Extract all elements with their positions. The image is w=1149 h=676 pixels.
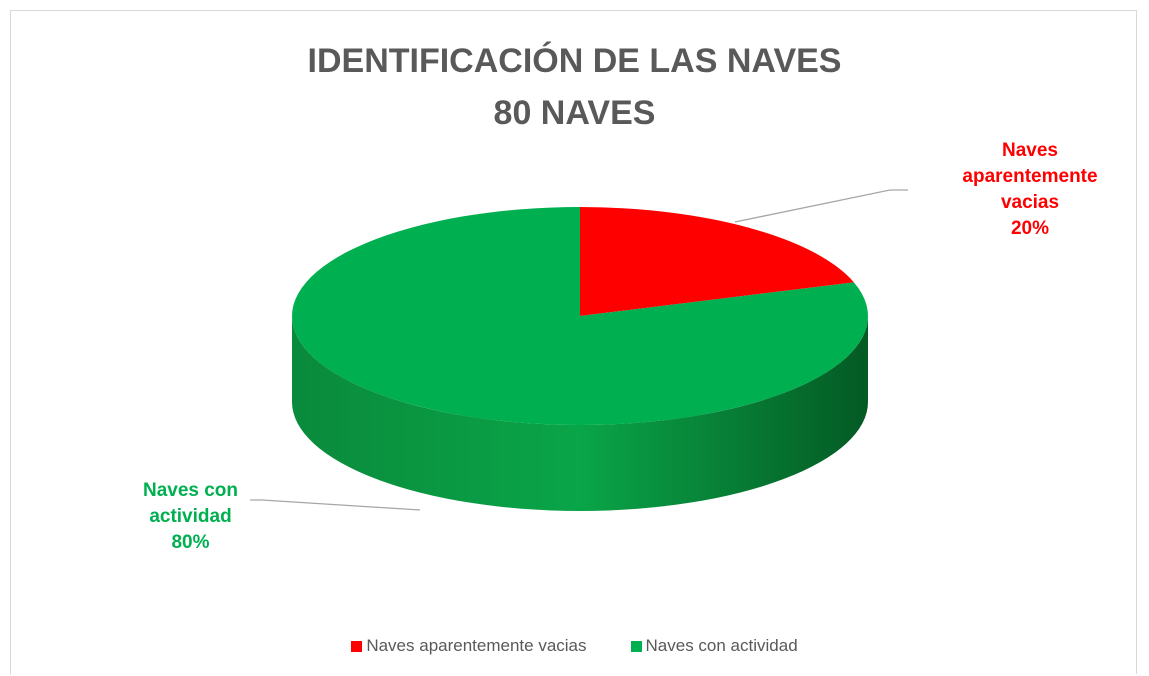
legend-item: Naves con actividad	[630, 636, 798, 656]
data-label-category: Naves con actividad	[142, 480, 239, 527]
data-label: Naves con actividad 80%	[128, 478, 253, 556]
chart-frame	[10, 10, 1137, 674]
pie-slice	[580, 207, 854, 316]
leader-line	[734, 189, 908, 223]
data-label: Naves aparentemente vacias 20%	[955, 138, 1105, 242]
chart-title: 80 NAVES	[493, 94, 656, 132]
leader-line	[250, 499, 421, 511]
legend-label: Naves aparentemente vacias	[366, 636, 587, 655]
pie-side	[292, 316, 868, 511]
legend-item: Naves aparentemente vacias	[351, 636, 587, 656]
legend: Naves aparentemente vacias Naves con acti…	[0, 636, 1149, 656]
data-label-value: 80%	[171, 532, 210, 553]
pie-slice	[292, 207, 868, 425]
legend-label: Naves con actividad	[645, 636, 798, 655]
data-label-value: 20%	[1010, 218, 1050, 239]
chart-title: IDENTIFICACIÓN DE LAS NAVES	[307, 42, 842, 80]
legend-swatch	[351, 640, 363, 652]
data-label-category: Naves aparentemente vacias	[962, 140, 1098, 213]
legend-swatch	[630, 640, 642, 652]
